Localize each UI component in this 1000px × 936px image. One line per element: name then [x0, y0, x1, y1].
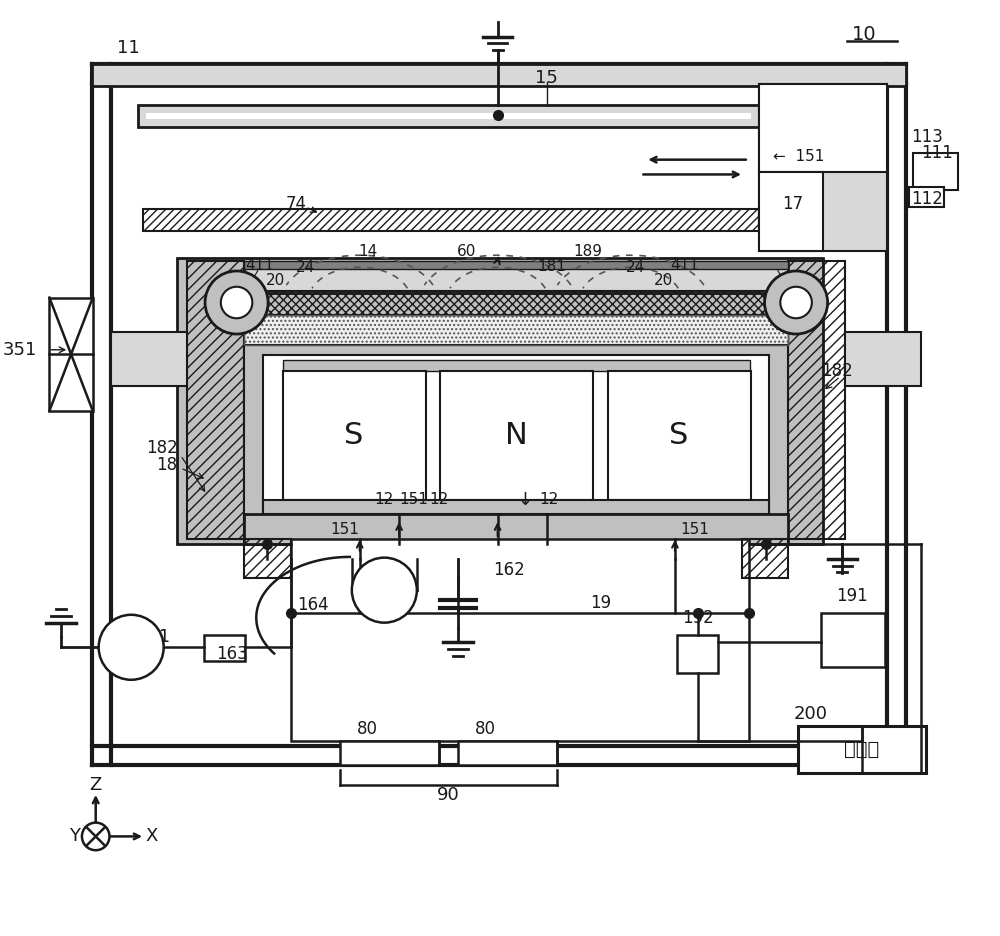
Text: 19: 19: [379, 594, 400, 612]
Bar: [909, 187, 944, 207]
Bar: [138, 106, 759, 127]
Text: 189: 189: [574, 243, 603, 258]
Circle shape: [765, 271, 828, 334]
Text: 351: 351: [2, 341, 37, 358]
Bar: [742, 539, 788, 578]
Text: 80: 80: [475, 720, 496, 739]
Text: 200: 200: [794, 705, 828, 724]
Text: ↓: ↓: [518, 490, 533, 508]
Text: 15: 15: [535, 69, 558, 87]
Text: 192: 192: [682, 608, 713, 627]
Text: 90: 90: [437, 786, 460, 804]
Text: 74: 74: [285, 195, 306, 213]
Bar: [177, 258, 823, 544]
Text: 18: 18: [156, 456, 177, 474]
Text: 10: 10: [852, 25, 876, 44]
Bar: [244, 261, 788, 269]
Bar: [244, 539, 291, 578]
Text: 182: 182: [146, 439, 177, 458]
Bar: [49, 298, 93, 411]
Text: 112: 112: [911, 190, 943, 208]
Text: 111: 111: [921, 144, 953, 162]
Bar: [788, 261, 845, 539]
Text: Z: Z: [90, 776, 102, 794]
Text: 12: 12: [429, 492, 448, 507]
Text: 151: 151: [680, 521, 709, 536]
Text: X: X: [146, 827, 158, 845]
Text: 14: 14: [358, 243, 377, 258]
Bar: [244, 291, 788, 315]
Text: 11: 11: [117, 39, 140, 57]
Bar: [677, 636, 718, 673]
Text: 控制部: 控制部: [844, 740, 880, 759]
Circle shape: [205, 271, 268, 334]
Text: 17: 17: [783, 195, 804, 213]
Bar: [111, 332, 187, 387]
Circle shape: [352, 558, 417, 622]
Text: ←  151: ← 151: [773, 149, 825, 164]
Circle shape: [99, 615, 164, 680]
Bar: [458, 741, 557, 766]
Text: A: A: [378, 580, 391, 600]
Text: 411: 411: [670, 257, 699, 272]
Bar: [204, 636, 245, 661]
Bar: [608, 372, 751, 500]
Bar: [263, 355, 769, 527]
Text: Y: Y: [69, 827, 80, 845]
Bar: [146, 113, 751, 119]
Text: N: N: [505, 421, 528, 450]
Text: 12: 12: [539, 492, 558, 507]
Bar: [913, 153, 958, 190]
Bar: [798, 726, 926, 773]
Text: 163: 163: [216, 645, 248, 664]
Text: 191: 191: [836, 587, 868, 605]
Bar: [263, 500, 769, 514]
Text: 24: 24: [296, 259, 315, 274]
Bar: [845, 332, 921, 387]
Text: S: S: [669, 421, 689, 450]
Text: ~: ~: [118, 633, 144, 662]
Bar: [759, 172, 823, 251]
Bar: [244, 315, 788, 344]
Text: 151: 151: [399, 492, 428, 507]
Bar: [244, 344, 788, 537]
Text: 164: 164: [298, 596, 329, 614]
Text: 411: 411: [245, 257, 274, 272]
Text: 24: 24: [626, 259, 645, 274]
Text: 182: 182: [822, 362, 853, 380]
Bar: [283, 359, 750, 372]
Circle shape: [780, 286, 812, 318]
Text: 161: 161: [136, 628, 170, 647]
Text: S: S: [344, 421, 363, 450]
Bar: [821, 613, 885, 667]
Bar: [92, 65, 906, 86]
Text: 20: 20: [653, 273, 673, 288]
Text: 12: 12: [375, 492, 394, 507]
Bar: [244, 514, 788, 544]
Bar: [440, 372, 593, 500]
Bar: [291, 539, 749, 741]
Bar: [759, 84, 887, 172]
Text: 20: 20: [266, 273, 286, 288]
Text: 181: 181: [537, 258, 566, 273]
Circle shape: [221, 286, 252, 318]
Bar: [283, 372, 426, 500]
Text: 60: 60: [456, 243, 476, 258]
Bar: [759, 84, 887, 251]
Bar: [187, 261, 244, 539]
Text: 151: 151: [330, 521, 359, 536]
Text: 80: 80: [357, 720, 378, 739]
Bar: [143, 209, 759, 230]
Text: 19: 19: [590, 594, 612, 612]
Bar: [244, 315, 788, 344]
Text: 162: 162: [494, 562, 525, 579]
Bar: [244, 263, 788, 293]
Circle shape: [82, 823, 110, 850]
Text: 113: 113: [911, 128, 943, 146]
Bar: [340, 741, 439, 766]
